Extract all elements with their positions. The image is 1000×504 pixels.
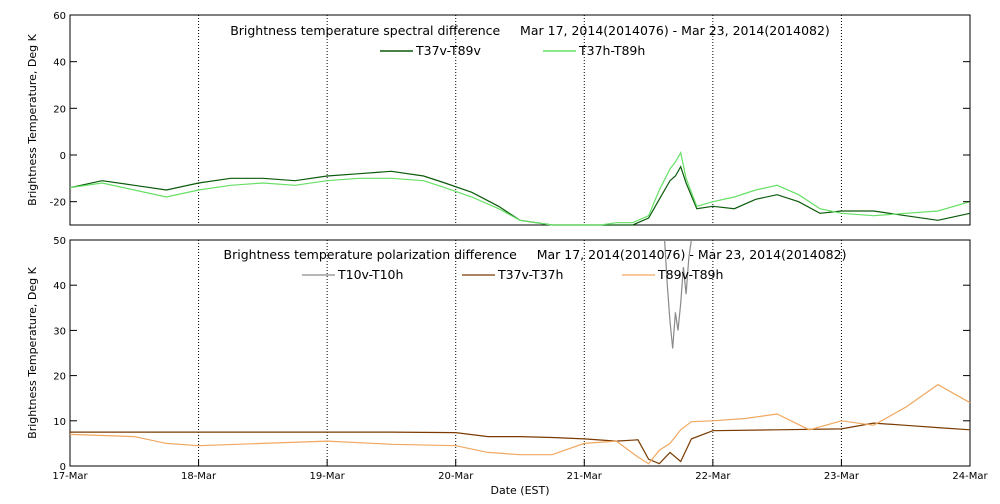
top-y-ticks: -20 0 20 40 60: [50, 11, 970, 209]
top-y-tick-label: 40: [53, 58, 66, 69]
bottom-y-tick-label: 10: [53, 417, 66, 428]
x-tick-label: 20-Mar: [438, 471, 474, 482]
polarization-difference-panel: 0 10 20 30 40 50 17-Mar 18-Mar 19-Mar 20-Mar 21-M…: [26, 236, 988, 497]
bottom-y-tick-label: 0: [60, 462, 66, 473]
bottom-y-tick-label: 20: [53, 372, 66, 383]
bottom-y-tick-label: 40: [53, 281, 66, 292]
top-chart-title: Brightness temperature spectral differen…: [230, 23, 830, 38]
x-tick-label: 21-Mar: [567, 471, 603, 482]
legend-label-t10v-t10h: T10v-T10h: [337, 267, 403, 282]
top-series-group: [69, 151, 971, 226]
x-tick-label: 18-Mar: [181, 471, 217, 482]
top-y-axis-label: Brightness Temperature, Deg K: [26, 33, 39, 205]
bottom-x-ticks: 17-Mar 18-Mar 19-Mar 20-Mar 21-Mar 22-Mar 23-M…: [52, 459, 988, 482]
legend-label-t37v-t89v: T37v-T89v: [415, 43, 482, 58]
bottom-y-tick-label: 50: [53, 236, 66, 247]
series-t89v-t89h: [69, 383, 971, 465]
legend-label-t37h-t89h: T37h-T89h: [578, 43, 645, 58]
bottom-plot-frame: [69, 239, 971, 467]
x-tick-label: 23-Mar: [824, 471, 860, 482]
bottom-y-ticks: 0 10 20 30 40 50: [53, 236, 970, 473]
x-tick-label: 22-Mar: [695, 471, 731, 482]
bottom-y-axis-label: Brightness Temperature, Deg K: [26, 266, 39, 438]
x-tick-label: 24-Mar: [952, 471, 988, 482]
legend-label-t37v-t37h: T37v-T37h: [497, 267, 563, 282]
spectral-difference-panel: -20 0 20 40 60 Brightness temperature spectr…: [26, 11, 971, 226]
x-tick-label: 17-Mar: [52, 471, 88, 482]
series-t37v-t89v: [69, 165, 971, 226]
bottom-chart-title: Brightness temperature polarization diff…: [224, 247, 847, 262]
bottom-series-group: [69, 239, 971, 465]
top-legend: T37v-T89v T37h-T89h: [380, 43, 645, 58]
series-t37v-t37h: [70, 422, 971, 465]
series-t37h-t89h: [69, 151, 971, 226]
bottom-y-tick-label: 30: [53, 326, 66, 337]
x-tick-label: 19-Mar: [310, 471, 346, 482]
bottom-legend: T10v-T10h T37v-T37h T89v-T89h: [302, 267, 723, 282]
top-y-tick-label: 20: [53, 104, 66, 115]
top-y-tick-label: 0: [60, 151, 66, 162]
top-plot-frame: [69, 14, 971, 226]
series-t10v-t10h: [664, 239, 692, 349]
legend-label-t89v-t89h: T89v-T89h: [657, 267, 723, 282]
x-axis-label: Date (EST): [490, 484, 549, 497]
top-y-tick-label: -20: [50, 198, 66, 209]
top-y-tick-label: 60: [53, 11, 66, 22]
